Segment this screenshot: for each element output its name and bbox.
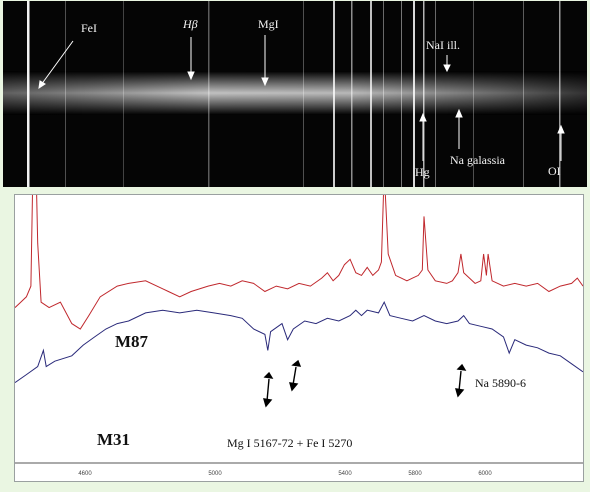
sky-line [559,1,561,187]
absorption-arrows [263,359,467,408]
x-tick-label: 5800 [408,471,422,477]
sky-line [123,1,124,187]
sky-line [333,1,335,187]
sky-line [401,1,402,187]
sky-line [370,1,372,187]
spectra-plot: 4600 5000 5400 5800 6000 M87 M31 Mg I 5167-7… [14,194,584,482]
spectrum-arrows [38,35,565,161]
sky-line [208,1,210,187]
series-line-m87 [15,195,583,330]
sky-line [435,1,436,187]
sky-line [523,1,524,187]
series-label-m31: M31 [97,430,130,449]
label-hg: Hg [415,165,430,179]
sky-line [473,1,474,187]
series-line-m31 [15,301,583,384]
label-mgi: MgI [258,17,279,31]
sky-line [351,1,353,187]
label-fei: FeI [81,21,97,35]
annotation-na: Na 5890-6 [475,376,526,390]
x-tick-label: 6000 [478,471,492,477]
label-na-galassia: Na galassia [450,153,505,167]
spectra-plot-canvas: 4600 5000 5400 5800 6000 M87 M31 Mg I 5167-7… [15,195,583,477]
sky-line [65,1,66,187]
x-tick-label: 5000 [208,471,222,477]
x-tick-label: 4600 [78,471,92,477]
sky-line [27,1,30,187]
sky-line [423,1,425,187]
sky-line [303,1,304,187]
sky-emission-lines [27,1,561,187]
x-tick-label: 5400 [338,471,352,477]
spectrum-band [3,1,587,187]
label-hbeta: Hβ [183,17,198,31]
sky-line [383,1,384,187]
label-nai-ill: NaI ill. [426,38,460,52]
spectrum-image: FeI Hβ MgI NaI ill. Hg Na galassia OI [3,1,587,187]
label-oi: OI [548,164,561,178]
series-label-m87: M87 [115,332,149,351]
sky-line [413,1,415,187]
annotation-mg-fe: Mg I 5167-72 + Fe I 5270 [227,436,352,450]
